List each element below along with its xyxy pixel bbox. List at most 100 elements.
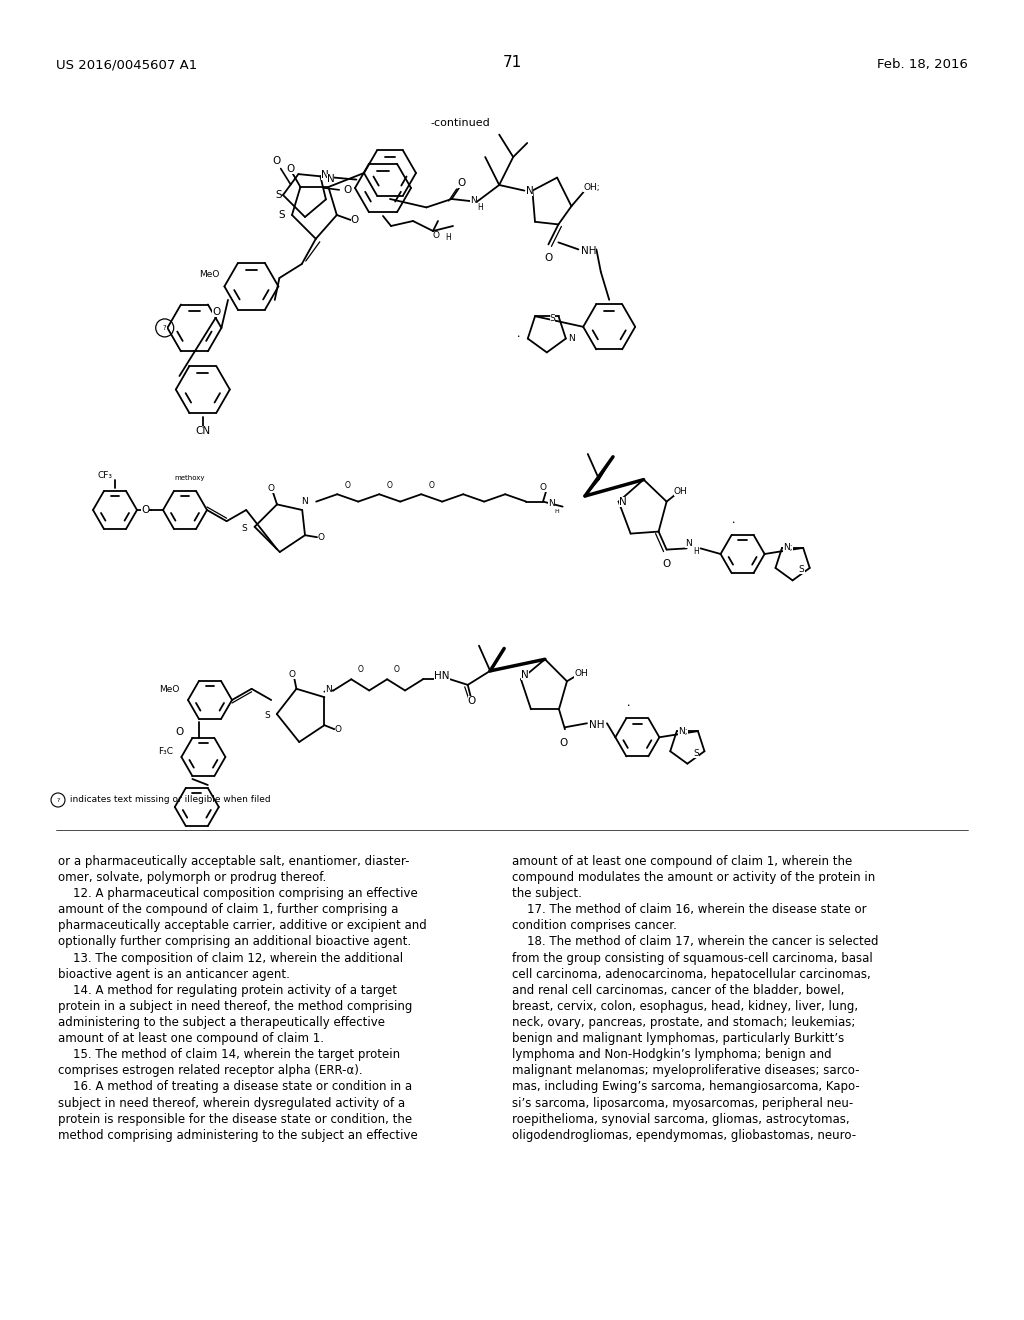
Text: or a pharmaceutically acceptable salt, enantiomer, diaster-: or a pharmaceutically acceptable salt, e… — [58, 855, 410, 869]
Text: -continued: -continued — [430, 117, 489, 128]
Text: S: S — [242, 524, 248, 533]
Text: CN: CN — [196, 425, 210, 436]
Text: N: N — [521, 671, 528, 680]
Text: roepithelioma, synovial sarcoma, gliomas, astrocytomas,: roepithelioma, synovial sarcoma, gliomas… — [512, 1113, 850, 1126]
Text: F₃C: F₃C — [159, 747, 173, 755]
Text: HN: HN — [434, 672, 450, 681]
Text: O: O — [663, 558, 671, 569]
Text: N;: N; — [783, 544, 793, 552]
Text: MeO: MeO — [199, 269, 219, 279]
Text: N: N — [321, 170, 329, 180]
Text: O: O — [393, 665, 399, 673]
Text: OH: OH — [674, 487, 687, 496]
Text: mas, including Ewing’s sarcoma, hemangiosarcoma, Kapo-: mas, including Ewing’s sarcoma, hemangio… — [512, 1080, 860, 1093]
Text: N: N — [548, 499, 555, 508]
Text: bioactive agent is an anticancer agent.: bioactive agent is an anticancer agent. — [58, 968, 290, 981]
Text: omer, solvate, polymorph or prodrug thereof.: omer, solvate, polymorph or prodrug ther… — [58, 871, 327, 884]
Text: oligodendrogliomas, ependymomas, gliobastomas, neuro-: oligodendrogliomas, ependymomas, gliobas… — [512, 1129, 856, 1142]
Text: 17. The method of claim 16, wherein the disease state or: 17. The method of claim 16, wherein the … — [512, 903, 866, 916]
Text: O: O — [458, 178, 466, 187]
Text: O: O — [345, 480, 350, 490]
Text: O: O — [432, 231, 439, 240]
Text: 71: 71 — [503, 55, 521, 70]
Text: O: O — [317, 533, 325, 541]
Text: from the group consisting of squamous-cell carcinoma, basal: from the group consisting of squamous-ce… — [512, 952, 872, 965]
Text: optionally further comprising an additional bioactive agent.: optionally further comprising an additio… — [58, 936, 411, 949]
Text: ?: ? — [163, 325, 167, 331]
Text: O: O — [176, 727, 184, 737]
Text: O: O — [272, 156, 281, 165]
Text: H: H — [477, 203, 482, 213]
Text: N: N — [325, 685, 332, 694]
Text: and renal cell carcinomas, cancer of the bladder, bowel,: and renal cell carcinomas, cancer of the… — [512, 983, 845, 997]
Text: N: N — [685, 539, 692, 548]
Text: S: S — [799, 565, 805, 574]
Text: •: • — [626, 702, 629, 708]
Text: O: O — [287, 164, 295, 174]
Text: N: N — [301, 498, 307, 507]
Text: NH: NH — [581, 247, 596, 256]
Text: O: O — [335, 725, 342, 734]
Text: neck, ovary, pancreas, prostate, and stomach; leukemias;: neck, ovary, pancreas, prostate, and sto… — [512, 1016, 855, 1030]
Text: S: S — [693, 748, 699, 758]
Text: Feb. 18, 2016: Feb. 18, 2016 — [878, 58, 968, 71]
Text: the subject.: the subject. — [512, 887, 582, 900]
Text: S: S — [275, 190, 283, 201]
Text: O: O — [289, 671, 296, 680]
Text: lymphoma and Non-Hodgkin’s lymphoma; benign and: lymphoma and Non-Hodgkin’s lymphoma; ben… — [512, 1048, 831, 1061]
Text: •: • — [516, 334, 520, 339]
Text: H: H — [693, 546, 699, 556]
Text: ?: ? — [56, 797, 59, 803]
Text: subject in need thereof, wherein dysregulated activity of a: subject in need thereof, wherein dysregu… — [58, 1097, 406, 1110]
Text: malignant melanomas; myeloproliferative diseases; sarco-: malignant melanomas; myeloproliferative … — [512, 1064, 859, 1077]
Text: N: N — [618, 496, 627, 507]
Text: O: O — [540, 483, 547, 492]
Text: cell carcinoma, adenocarcinoma, hepatocellular carcinomas,: cell carcinoma, adenocarcinoma, hepatoce… — [512, 968, 870, 981]
Text: O: O — [343, 185, 351, 195]
Text: O: O — [350, 215, 359, 224]
Text: 12. A pharmaceutical composition comprising an effective: 12. A pharmaceutical composition compris… — [58, 887, 418, 900]
Text: O: O — [429, 480, 434, 490]
Text: indicates text missing or illegible when filed: indicates text missing or illegible when… — [67, 796, 270, 804]
Text: 16. A method of treating a disease state or condition in a: 16. A method of treating a disease state… — [58, 1080, 412, 1093]
Text: methoxy: methoxy — [175, 475, 205, 480]
Text: breast, cervix, colon, esophagus, head, kidney, liver, lung,: breast, cervix, colon, esophagus, head, … — [512, 1001, 858, 1012]
Text: CF₃: CF₃ — [97, 471, 113, 480]
Text: O: O — [267, 484, 274, 492]
Text: amount of the compound of claim 1, further comprising a: amount of the compound of claim 1, furth… — [58, 903, 398, 916]
Text: O: O — [560, 738, 568, 748]
Text: S: S — [550, 314, 555, 322]
Text: •: • — [731, 520, 734, 524]
Text: H: H — [555, 510, 559, 513]
Text: MeO: MeO — [160, 685, 180, 694]
Text: 13. The composition of claim 12, wherein the additional: 13. The composition of claim 12, wherein… — [58, 952, 403, 965]
Text: si’s sarcoma, liposarcoma, myosarcomas, peripheral neu-: si’s sarcoma, liposarcoma, myosarcomas, … — [512, 1097, 853, 1110]
Text: N: N — [525, 186, 534, 195]
Text: comprises estrogen related receptor alpha (ERR-α).: comprises estrogen related receptor alph… — [58, 1064, 362, 1077]
Text: administering to the subject a therapeutically effective: administering to the subject a therapeut… — [58, 1016, 385, 1030]
Text: 14. A method for regulating protein activity of a target: 14. A method for regulating protein acti… — [58, 983, 397, 997]
Text: N: N — [470, 197, 477, 206]
Text: O: O — [357, 665, 364, 673]
Text: O: O — [468, 696, 476, 706]
Text: N;: N; — [678, 726, 687, 735]
Text: amount of at least one compound of claim 1, wherein the: amount of at least one compound of claim… — [512, 855, 852, 869]
Text: S: S — [264, 711, 269, 721]
Text: NH: NH — [589, 721, 605, 730]
Text: method comprising administering to the subject an effective: method comprising administering to the s… — [58, 1129, 418, 1142]
Text: N: N — [327, 174, 334, 183]
Text: OH;: OH; — [583, 182, 600, 191]
Text: O: O — [545, 253, 553, 264]
Text: benign and malignant lymphomas, particularly Burkitt’s: benign and malignant lymphomas, particul… — [512, 1032, 844, 1045]
Text: protein is responsible for the disease state or condition, the: protein is responsible for the disease s… — [58, 1113, 412, 1126]
Text: amount of at least one compound of claim 1.: amount of at least one compound of claim… — [58, 1032, 324, 1045]
Text: condition comprises cancer.: condition comprises cancer. — [512, 920, 677, 932]
Text: S: S — [279, 210, 286, 220]
Text: O: O — [387, 480, 392, 490]
Text: O: O — [141, 506, 150, 515]
Text: protein in a subject in need thereof, the method comprising: protein in a subject in need thereof, th… — [58, 1001, 413, 1012]
Text: pharmaceutically acceptable carrier, additive or excipient and: pharmaceutically acceptable carrier, add… — [58, 920, 427, 932]
Text: OH: OH — [574, 669, 588, 677]
Text: 18. The method of claim 17, wherein the cancer is selected: 18. The method of claim 17, wherein the … — [512, 936, 879, 949]
Text: O: O — [212, 306, 220, 317]
